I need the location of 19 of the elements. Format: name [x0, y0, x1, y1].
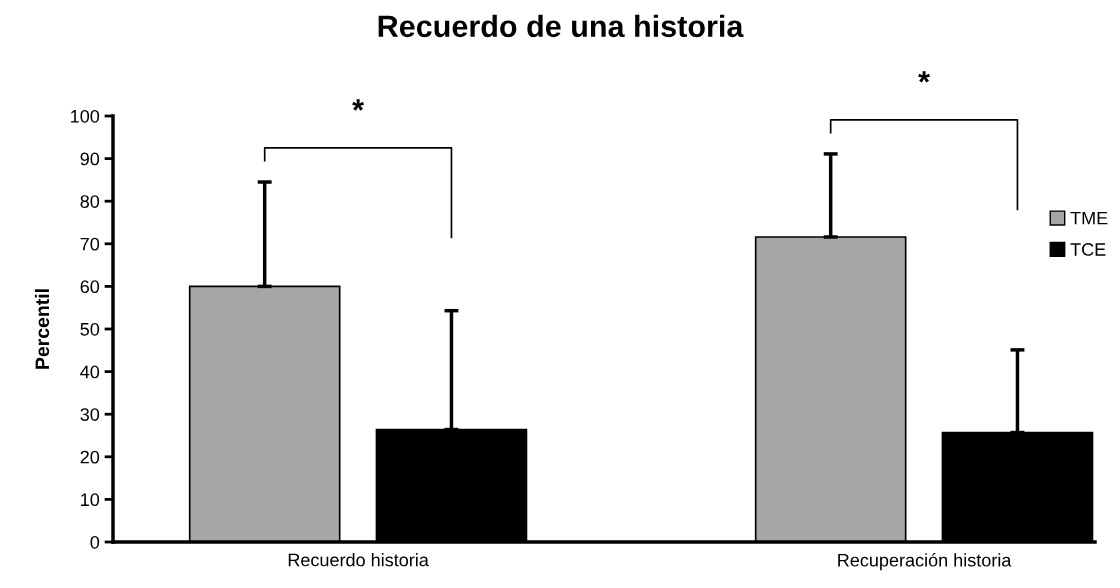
y-tick-label: 10 [81, 493, 100, 507]
y-tick-label: 70 [80, 237, 100, 251]
y-tick-label: 50 [80, 322, 100, 336]
y-tick-label: 20 [80, 450, 100, 464]
x-tick-label: Recuerdo historia [288, 553, 429, 567]
y-tick-label: 0 [90, 535, 100, 549]
y-tick-label: 30 [80, 408, 100, 421]
legend-label: TCE [1070, 243, 1106, 256]
y-tick-label: 60 [80, 280, 100, 294]
legend-label: TME [1070, 211, 1108, 225]
y-tick-label: 90 [80, 152, 100, 166]
y-tick-label: 100 [71, 109, 100, 123]
chart-title: Recuerdo de una historia [378, 14, 744, 38]
text: * [352, 99, 364, 111]
y-axis-title: Percentil [34, 289, 50, 369]
y-tick-label: 40 [80, 365, 100, 379]
text: * [918, 71, 930, 83]
x-tick-label: Recuperación historia [838, 553, 1012, 571]
y-tick-label: 80 [80, 195, 100, 208]
